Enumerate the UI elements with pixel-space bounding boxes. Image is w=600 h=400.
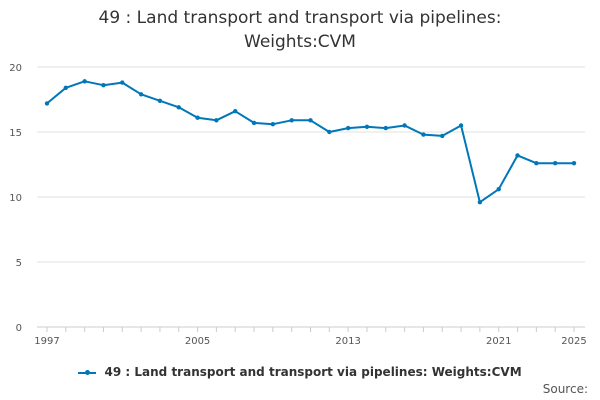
x-tick-label-1997: 1997 xyxy=(34,336,59,347)
data-point-2002 xyxy=(138,92,144,97)
data-point-2025 xyxy=(571,161,577,166)
data-point-1999 xyxy=(82,79,87,84)
data-point-2019 xyxy=(458,123,464,128)
data-point-2004 xyxy=(176,105,181,110)
data-point-2014 xyxy=(364,124,370,129)
data-point-2018 xyxy=(440,133,445,139)
data-point-2017 xyxy=(421,132,426,137)
data-point-2010 xyxy=(289,118,294,123)
data-point-2007 xyxy=(233,109,238,114)
data-point-2015 xyxy=(383,125,388,131)
data-point-2011 xyxy=(308,118,313,123)
chart-title-line-2: Weights:CVM xyxy=(244,32,356,52)
data-point-2009 xyxy=(270,122,276,127)
series-line-0 xyxy=(46,80,574,204)
x-tick-label-2005: 2005 xyxy=(185,336,210,347)
chart-title-line-1: 49 : Land transport and transport via pi… xyxy=(98,8,502,28)
data-point-2012 xyxy=(327,129,332,135)
data-point-1998 xyxy=(63,85,69,91)
source-label: Source: xyxy=(542,382,588,396)
data-point-2003 xyxy=(157,98,163,104)
y-tick-label-0: 0 xyxy=(16,323,22,334)
data-point-2023 xyxy=(534,161,539,166)
legend-label: 49 : Land transport and transport via pi… xyxy=(104,365,522,379)
data-point-2008 xyxy=(251,120,257,126)
data-point-2021 xyxy=(496,187,501,192)
x-tick-label-2025: 2025 xyxy=(561,336,586,347)
data-point-2000 xyxy=(101,83,106,88)
y-tick-label-15: 15 xyxy=(9,128,22,139)
data-point-2005 xyxy=(195,115,200,120)
legend[interactable]: 49 : Land transport and transport via pi… xyxy=(0,365,600,379)
data-point-2013 xyxy=(345,125,351,131)
y-tick-label-5: 5 xyxy=(16,258,22,269)
data-point-1997 xyxy=(44,101,50,106)
data-point-2020 xyxy=(477,200,483,205)
x-tick-label-2013: 2013 xyxy=(335,336,360,347)
chart-title: 49 : Land transport and transport via pi… xyxy=(0,6,600,54)
data-point-2006 xyxy=(214,118,219,123)
data-point-2022 xyxy=(515,153,520,158)
data-point-2024 xyxy=(552,161,558,166)
data-point-2001 xyxy=(120,80,125,85)
y-tick-label-20: 20 xyxy=(9,63,22,74)
data-point-2016 xyxy=(402,123,407,128)
legend-line-marker-icon xyxy=(78,369,97,375)
y-tick-label-10: 10 xyxy=(9,193,22,204)
x-tick-label-2021: 2021 xyxy=(486,336,511,347)
